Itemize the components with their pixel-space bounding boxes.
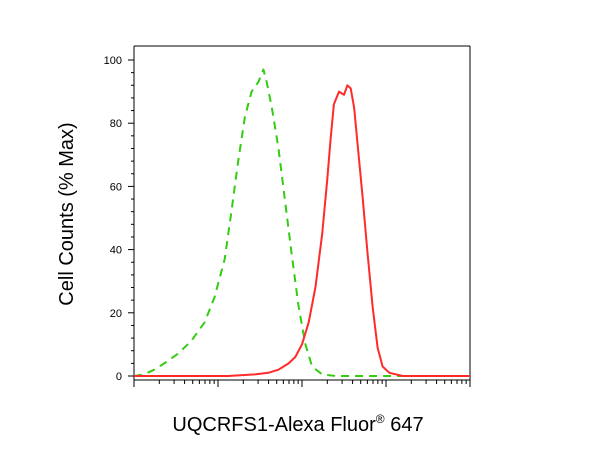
y-tick-label: 0 <box>116 371 122 383</box>
sample-series-line <box>134 84 470 377</box>
y-tick-label: 60 <box>110 181 122 193</box>
x-axis-ticks <box>133 380 471 387</box>
y-tick-label: 80 <box>110 118 122 130</box>
y-tick-label: 100 <box>104 55 122 67</box>
y-axis-ticks: 0 20 40 60 80 100 <box>104 55 134 383</box>
x-axis-title: UQCRFS1-Alexa Fluor® 647 <box>172 412 423 436</box>
x-axis-title-tail: 647 <box>385 414 424 436</box>
plot-frame <box>133 45 471 381</box>
y-tick-label: 20 <box>110 308 122 320</box>
y-tick-label: 40 <box>110 245 122 257</box>
x-axis-title-sup: ® <box>376 412 385 426</box>
x-axis-title-main: UQCRFS1-Alexa Fluor <box>172 414 376 436</box>
series-layer <box>133 68 470 377</box>
control-series-line <box>133 68 470 377</box>
y-axis-title: Cell Counts (% Max) <box>56 122 78 305</box>
